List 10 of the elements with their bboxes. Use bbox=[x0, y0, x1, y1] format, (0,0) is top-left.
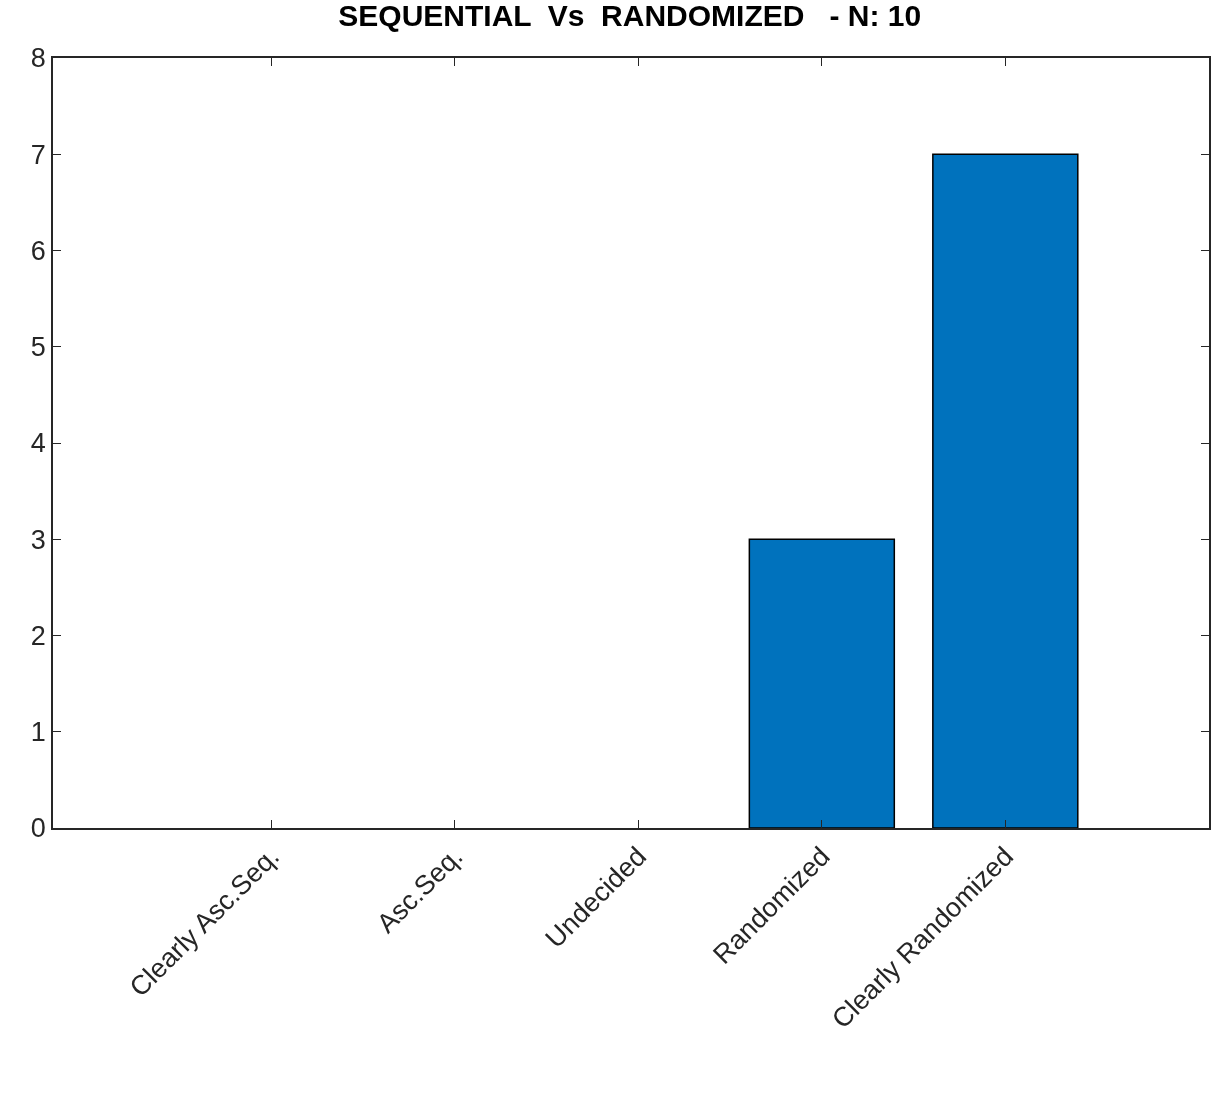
y-tick-label: 5 bbox=[30, 332, 46, 363]
chart-title: SEQUENTIAL Vs RANDOMIZED - N: 10 bbox=[338, 0, 922, 33]
y-tick-label: 0 bbox=[30, 813, 46, 844]
y-tick-label: 3 bbox=[30, 524, 46, 555]
y-tick-label: 2 bbox=[30, 620, 46, 651]
y-tick-label: 7 bbox=[30, 139, 46, 170]
y-tick-label: 8 bbox=[30, 43, 46, 74]
y-tick-label: 6 bbox=[30, 235, 46, 266]
y-tick-label: 4 bbox=[30, 428, 46, 459]
y-tick-label: 1 bbox=[30, 717, 46, 748]
